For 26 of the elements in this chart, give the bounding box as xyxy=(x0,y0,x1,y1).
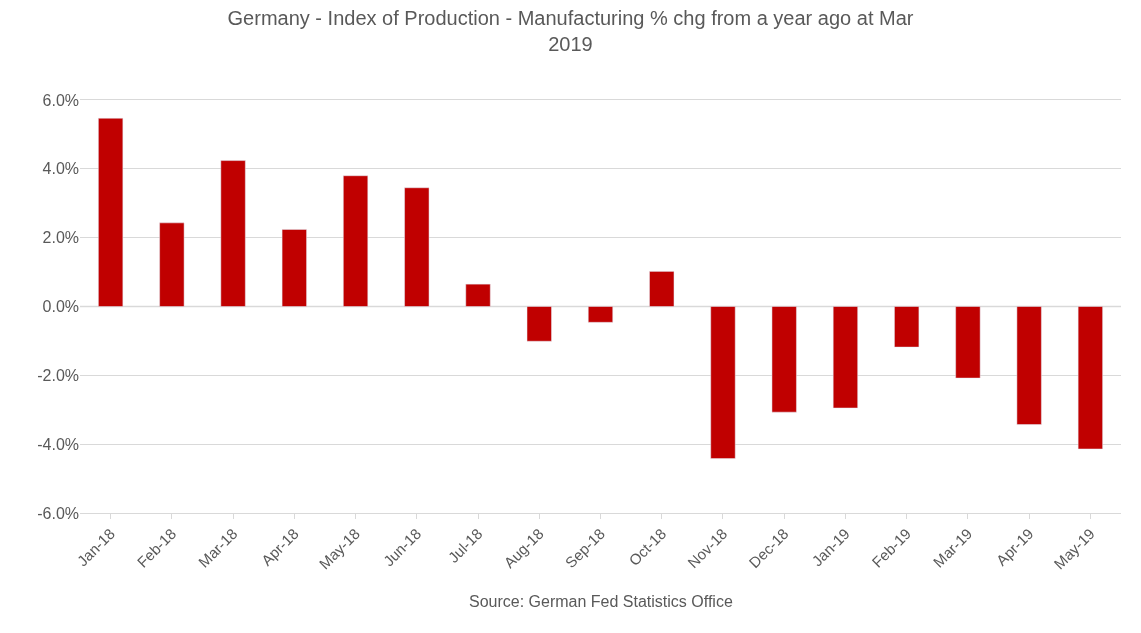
y-tick-label: 0.0% xyxy=(42,298,79,316)
bar xyxy=(220,160,246,307)
y-tick-label: 2.0% xyxy=(42,229,79,247)
bar xyxy=(710,306,736,459)
bar xyxy=(649,271,675,307)
bar xyxy=(98,117,124,307)
bar xyxy=(404,187,430,307)
bar xyxy=(465,283,491,307)
bar xyxy=(832,306,858,409)
bar xyxy=(343,175,369,307)
bar xyxy=(281,229,307,307)
bar xyxy=(955,306,981,379)
bar xyxy=(1077,306,1103,450)
chart-title: Germany - Index of Production - Manufacturing % chg from a year ago at Mar 2019 xyxy=(227,7,914,56)
y-tick-label: 6.0% xyxy=(42,91,79,109)
bar xyxy=(1016,306,1042,425)
y-tick-label: 4.0% xyxy=(42,160,79,178)
source-note: Source: German Fed Statistics Office xyxy=(469,593,733,610)
bar xyxy=(526,306,552,342)
y-tick-label: -2.0% xyxy=(37,366,79,384)
bar xyxy=(771,306,797,413)
y-tick-label: -6.0% xyxy=(37,504,79,522)
bar xyxy=(894,306,920,348)
bar xyxy=(159,222,185,307)
y-tick-label: -4.0% xyxy=(37,435,79,453)
bar xyxy=(588,306,613,323)
